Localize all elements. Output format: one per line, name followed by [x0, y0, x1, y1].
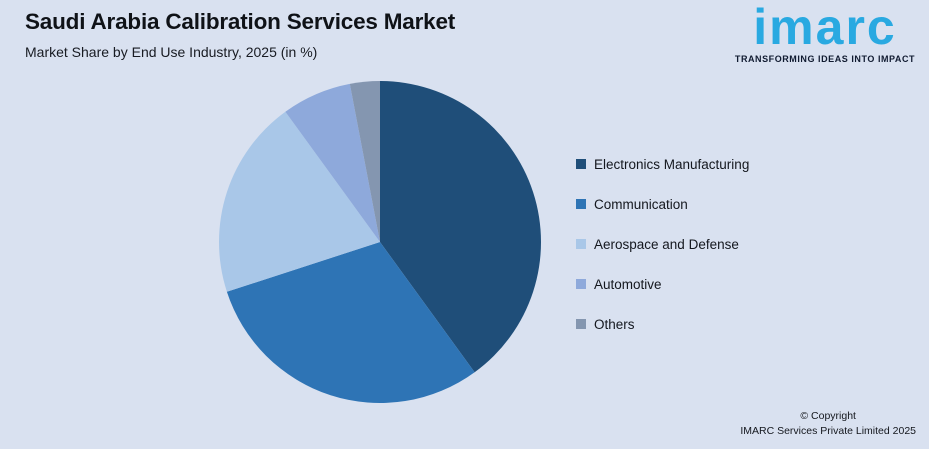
imarc-logo: imarc TRANSFORMING IDEAS INTO IMPACT — [725, 2, 925, 64]
legend-item-others: Others — [576, 304, 749, 344]
copyright-line2: IMARC Services Private Limited 2025 — [740, 425, 916, 438]
legend-swatch-icon — [576, 239, 586, 249]
copyright-line1: © Copyright — [800, 409, 856, 422]
imarc-wordmark: imarc — [753, 0, 897, 55]
legend-item-aerospace-and-defense: Aerospace and Defense — [576, 224, 749, 264]
legend-swatch-icon — [576, 279, 586, 289]
page-title: Saudi Arabia Calibration Services Market — [25, 9, 456, 34]
pie-slice-1 — [226, 242, 475, 403]
imarc-tagline: TRANSFORMING IDEAS INTO IMPACT — [734, 54, 916, 64]
pie-slice-2 — [219, 111, 380, 292]
pie-slice-3 — [285, 83, 380, 243]
legend-label: Aerospace and Defense — [594, 236, 739, 252]
legend-item-communication: Communication — [576, 184, 749, 224]
legend-label: Electronics Manufacturing — [594, 156, 750, 172]
pie-chart-svg — [219, 81, 541, 403]
legend-item-electronics-manufacturing: Electronics Manufacturing — [576, 144, 749, 184]
page-subtitle: Market Share by End Use Industry, 2025 (… — [25, 44, 318, 60]
legend-swatch-icon — [576, 159, 586, 169]
legend-label: Automotive — [594, 276, 662, 292]
legend-label: Communication — [594, 196, 688, 212]
legend-swatch-icon — [576, 199, 586, 209]
legend-item-automotive: Automotive — [576, 264, 749, 304]
legend-label: Others — [594, 316, 635, 332]
pie-slice-0 — [380, 81, 541, 373]
legend-swatch-icon — [576, 319, 586, 329]
legend: Electronics Manufacturing Communication … — [576, 144, 749, 344]
pie-slice-4 — [349, 81, 380, 242]
copyright-notice: © Copyright IMARC Services Private Limit… — [740, 409, 916, 441]
pie-chart — [214, 76, 546, 408]
